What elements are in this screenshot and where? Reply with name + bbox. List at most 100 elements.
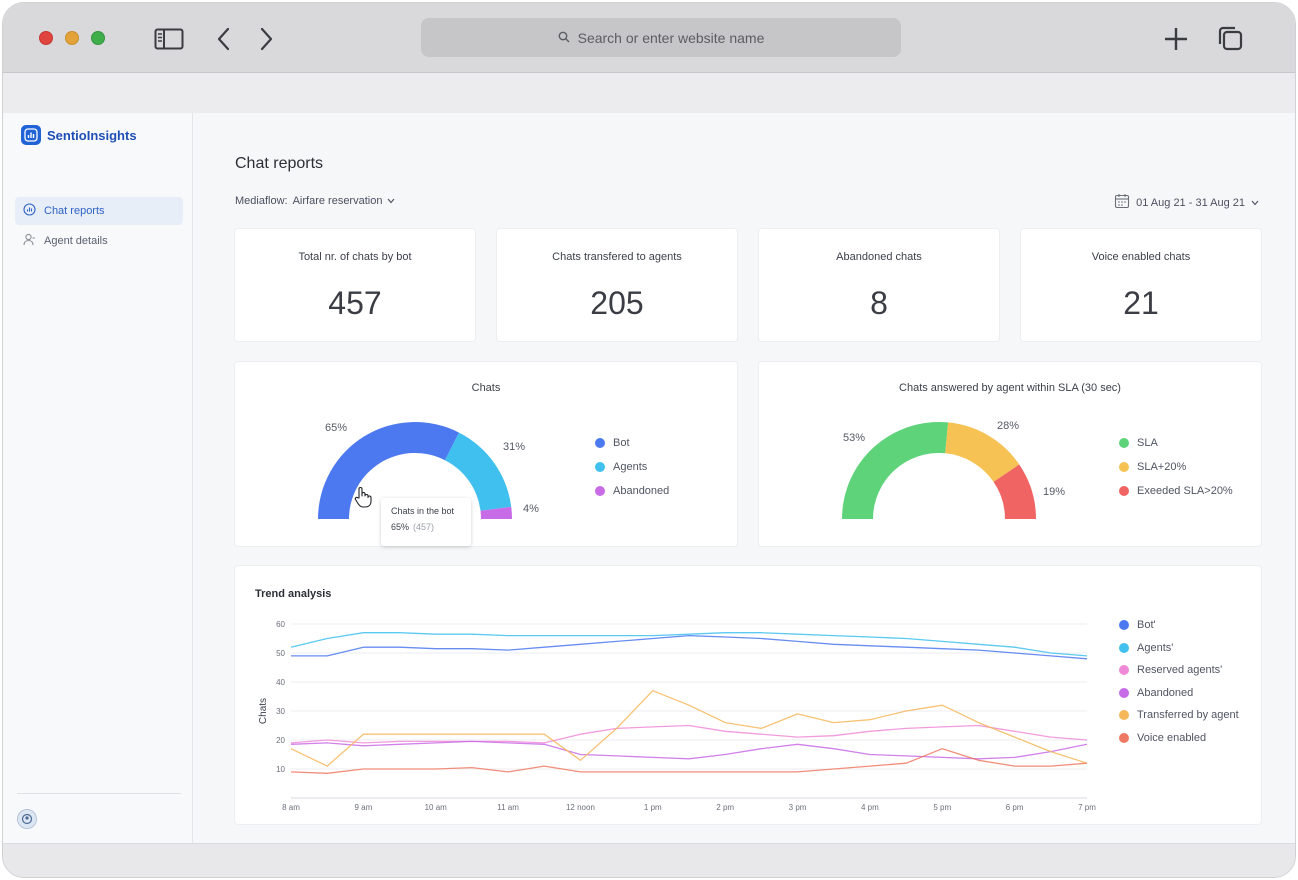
legend-swatch <box>595 486 605 496</box>
legend-item-bot[interactable]: Bot' <box>1119 614 1239 637</box>
sidebar-divider <box>17 793 181 794</box>
legend-label: Bot' <box>1137 619 1156 632</box>
date-range-picker[interactable]: 01 Aug 21 - 31 Aug 21 <box>1114 193 1259 212</box>
series-line-abandoned[interactable] <box>290 740 1088 760</box>
chats-gauge-title: Chats <box>471 382 501 394</box>
kpi-card-transferred-chats: Chats transfered to agents 205 <box>497 229 737 341</box>
gauge-percent-abandoned: 4% <box>523 503 539 515</box>
new-tab-plus-icon[interactable] <box>1161 25 1191 53</box>
legend-label: Abandoned <box>613 485 670 497</box>
legend-item-reserved-agents[interactable]: Reserved agents' <box>1119 659 1239 682</box>
tooltip-title: Chats in the bot <box>391 506 455 516</box>
sidebar-item-label: Agent details <box>44 235 108 247</box>
legend-label: Transferred by agent <box>1137 709 1239 722</box>
x-tick-label: 9 am <box>354 803 372 812</box>
browser-titlebar: Search or enter website name <box>3 3 1295 73</box>
maximize-window-button[interactable] <box>91 31 105 45</box>
series-line-reserved-agents[interactable] <box>290 724 1088 744</box>
legend-label: Bot <box>613 437 630 449</box>
kpi-label: Total nr. of chats by bot <box>298 251 412 263</box>
legend-item-abandoned[interactable]: Abandoned <box>1119 682 1239 705</box>
address-placeholder: Search or enter website name <box>577 29 765 46</box>
chats-gauge-segment-abandoned[interactable] <box>480 506 512 519</box>
mediaflow-value: Airfare reservation <box>292 195 383 207</box>
kpi-card-voice-chats: Voice enabled chats 21 <box>1021 229 1261 341</box>
kpi-label: Abandoned chats <box>836 251 922 263</box>
sidebar-item-chat-reports[interactable]: Chat reports <box>15 197 183 225</box>
tooltip-value-row: 65% (457) <box>391 522 461 532</box>
x-tick-label: 2 pm <box>716 803 734 812</box>
sla-gauge-segment-sla-20-[interactable] <box>945 422 1020 482</box>
series-line-agents[interactable] <box>290 632 1088 657</box>
legend-item-exceeded[interactable]: Exeeded SLA>20% <box>1119 479 1233 503</box>
legend-item-transferred-by-agent[interactable]: Transferred by agent <box>1119 704 1239 727</box>
brand-logo-icon <box>21 125 41 145</box>
legend-item-abandoned[interactable]: Abandoned <box>595 479 669 503</box>
y-tick-label: 20 <box>276 736 285 745</box>
y-tick-label: 40 <box>276 678 285 687</box>
x-tick-label: 5 pm <box>933 803 951 812</box>
trend-analysis-card: Trend analysis 10 20 30 40 50 60 Chats 8 am 9 am… <box>235 566 1261 824</box>
chats-gauge-segment-agents[interactable] <box>444 432 512 511</box>
series-line-bot[interactable] <box>291 634 1088 660</box>
sidebar-item-agent-details[interactable]: Agent details <box>15 227 183 255</box>
chart-tooltip: Chats in the bot 65% (457) <box>381 498 471 546</box>
back-arrow-icon[interactable] <box>209 25 239 53</box>
mediaflow-label: Mediaflow: <box>235 195 288 207</box>
legend-swatch <box>1119 642 1129 653</box>
series-line-transferred-by-agent[interactable] <box>290 690 1088 767</box>
chats-gauge-segment-bot[interactable] <box>318 422 460 519</box>
page-title: Chat reports <box>235 155 324 172</box>
sidebar-toggle-icon[interactable] <box>154 25 184 53</box>
minimize-window-button[interactable] <box>65 31 79 45</box>
legend-swatch <box>1119 486 1129 496</box>
app-viewport: SentioInsights Chat reports Agent detail… <box>3 113 1295 843</box>
legend-swatch <box>1119 438 1129 448</box>
sla-gauge-segment-sla[interactable] <box>842 422 949 519</box>
gauge-percent-exceeded: 19% <box>1043 486 1066 498</box>
legend-item-agents[interactable]: Agents' <box>1119 637 1239 660</box>
brand-logo[interactable]: SentioInsights <box>21 125 137 145</box>
hand-pointer-icon <box>353 486 373 513</box>
agent-user-icon <box>23 233 36 249</box>
chevron-down-icon <box>1251 197 1259 209</box>
legend-label: Voice enabled <box>1137 731 1207 744</box>
forward-arrow-icon[interactable] <box>251 25 281 53</box>
legend-item-agents[interactable]: Agents <box>595 455 669 479</box>
sla-gauge-chart[interactable] <box>759 362 1261 546</box>
y-tick-label: 10 <box>276 765 285 774</box>
y-tick-label: 30 <box>276 707 285 716</box>
x-tick-label: 10 am <box>425 803 448 812</box>
legend-swatch <box>1119 710 1129 721</box>
sidebar: SentioInsights Chat reports Agent detail… <box>3 113 193 843</box>
chat-report-icon <box>23 203 36 219</box>
mediaflow-filter[interactable]: Mediaflow: Airfare reservation <box>235 195 395 207</box>
user-avatar[interactable] <box>17 809 37 829</box>
legend-item-sla[interactable]: SLA <box>1119 431 1233 455</box>
address-bar[interactable]: Search or enter website name <box>421 18 901 57</box>
kpi-card-abandoned-chats: Abandoned chats 8 <box>759 229 999 341</box>
legend-item-voice-enabled[interactable]: Voice enabled <box>1119 727 1239 750</box>
close-window-button[interactable] <box>39 31 53 45</box>
kpi-value: 457 <box>328 285 382 321</box>
chats-gauge-chart[interactable] <box>235 362 737 546</box>
legend-item-bot[interactable]: Bot <box>595 431 669 455</box>
y-tick-label: 60 <box>276 620 285 629</box>
chats-gauge-legend: Bot Agents Abandoned <box>595 431 669 503</box>
legend-swatch <box>1119 462 1129 472</box>
kpi-label: Chats transfered to agents <box>552 251 682 263</box>
calendar-icon <box>1114 193 1130 212</box>
tooltip-value: 65% <box>391 522 410 532</box>
legend-item-sla-20[interactable]: SLA+20% <box>1119 455 1233 479</box>
chats-gauge-card: Chats 65% 31% 4% Chats in the bot 65% (45… <box>235 362 737 546</box>
legend-swatch <box>1119 732 1129 743</box>
legend-label: Agents' <box>1137 641 1174 654</box>
sla-gauge-card: Chats answered by agent within SLA (30 s… <box>759 362 1261 546</box>
trend-line-chart[interactable]: 10 20 30 40 50 60 Chats 8 am 9 am 10 am 11 am 12 no… <box>235 566 1261 824</box>
sla-gauge-segment-exeeded-sla-20-[interactable] <box>993 464 1036 519</box>
sla-gauge-title: Chats answered by agent within SLA (30 s… <box>899 382 1121 394</box>
tabs-overview-icon[interactable] <box>1215 25 1245 53</box>
x-tick-label: 7 pm <box>1078 803 1096 812</box>
series-line-voice-enabled[interactable] <box>290 748 1088 774</box>
x-tick-label: 3 pm <box>789 803 807 812</box>
